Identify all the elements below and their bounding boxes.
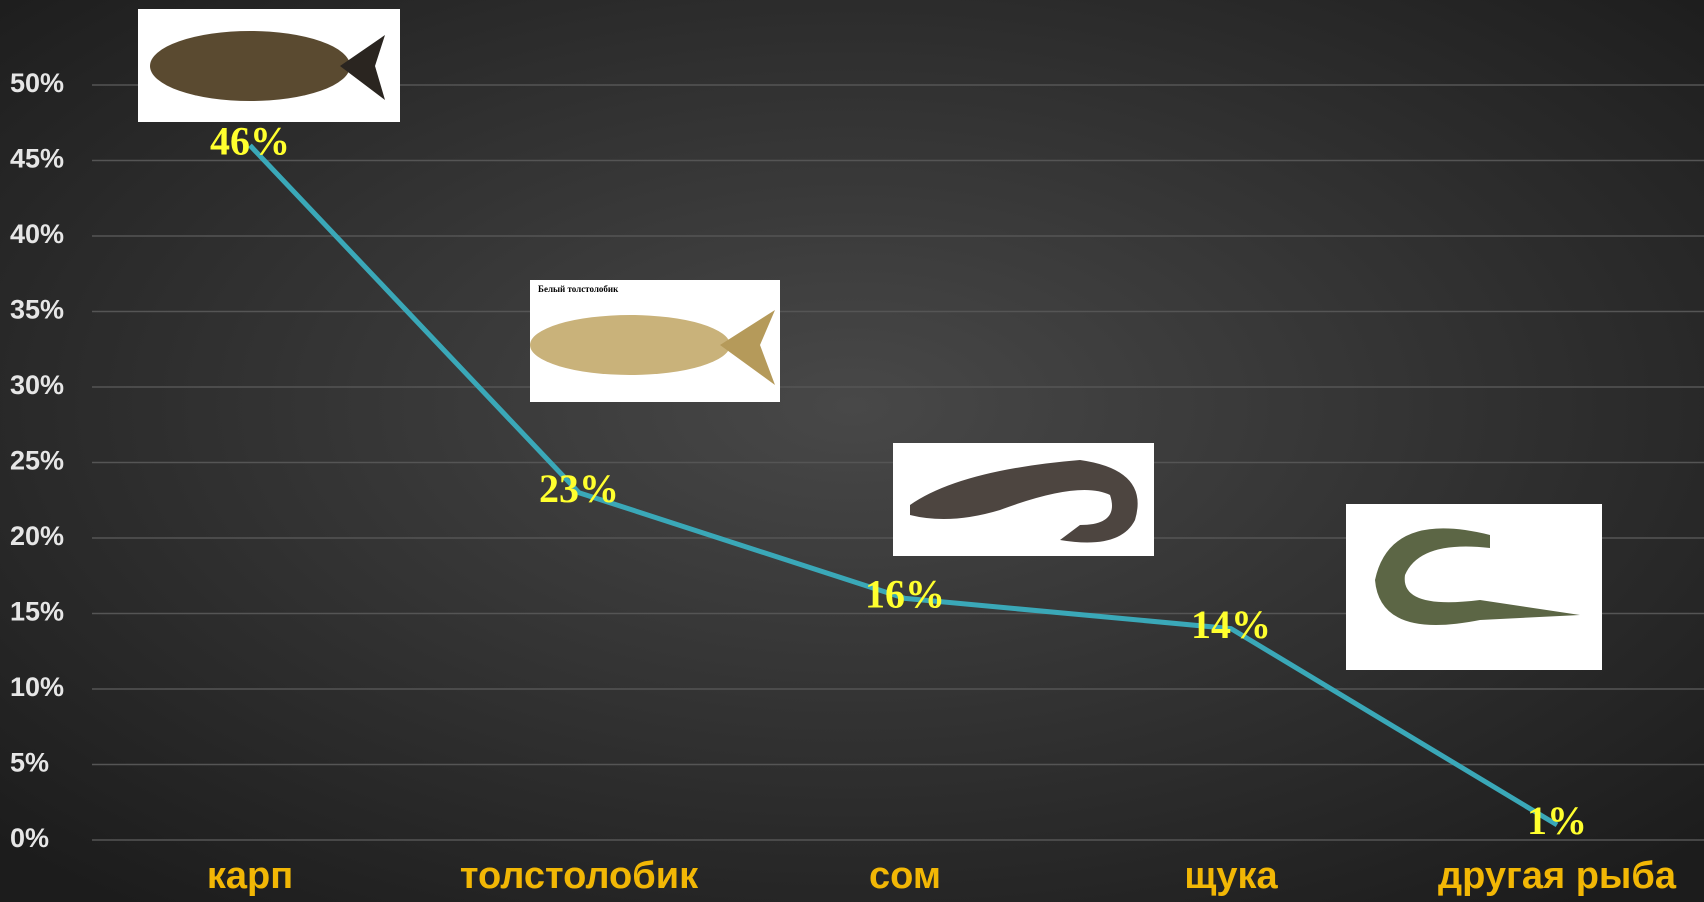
y-tick-label: 40% bbox=[10, 219, 64, 249]
data-label: 1% bbox=[1527, 798, 1587, 843]
y-tick-label: 35% bbox=[10, 295, 64, 325]
catfish-picture bbox=[893, 443, 1154, 556]
grid bbox=[92, 84, 1704, 841]
y-tick-label: 0% bbox=[10, 823, 49, 853]
data-label: 23% bbox=[539, 466, 619, 511]
y-tick-label: 25% bbox=[10, 446, 64, 476]
carp-picture bbox=[138, 9, 400, 122]
x-tick-label: другая рыба bbox=[1438, 855, 1677, 897]
x-tick-label: карп bbox=[207, 855, 293, 897]
pike-picture bbox=[1346, 504, 1602, 670]
silver-carp-picture: Белый толстолобик bbox=[530, 280, 780, 402]
data-line bbox=[248, 143, 1559, 828]
data-label: 46% bbox=[210, 119, 290, 164]
picture-caption: Белый толстолобик bbox=[538, 284, 619, 294]
plot bbox=[248, 143, 1559, 828]
labels: 0% 5% 10% 15% 20% 25% 30% 35% 40% 45% 50% карп толст… bbox=[10, 68, 1677, 897]
y-tick-label: 50% bbox=[10, 68, 64, 98]
x-tick-label: сом bbox=[869, 855, 941, 897]
y-tick-label: 10% bbox=[10, 672, 64, 702]
x-tick-label: толстолобик bbox=[460, 855, 699, 897]
x-tick-label: щука bbox=[1184, 855, 1278, 897]
y-tick-label: 20% bbox=[10, 521, 64, 551]
y-tick-label: 45% bbox=[10, 144, 64, 174]
data-label: 14% bbox=[1191, 602, 1271, 647]
y-tick-label: 5% bbox=[10, 748, 49, 778]
y-tick-label: 15% bbox=[10, 597, 64, 627]
data-label: 16% bbox=[865, 572, 945, 617]
y-tick-label: 30% bbox=[10, 370, 64, 400]
